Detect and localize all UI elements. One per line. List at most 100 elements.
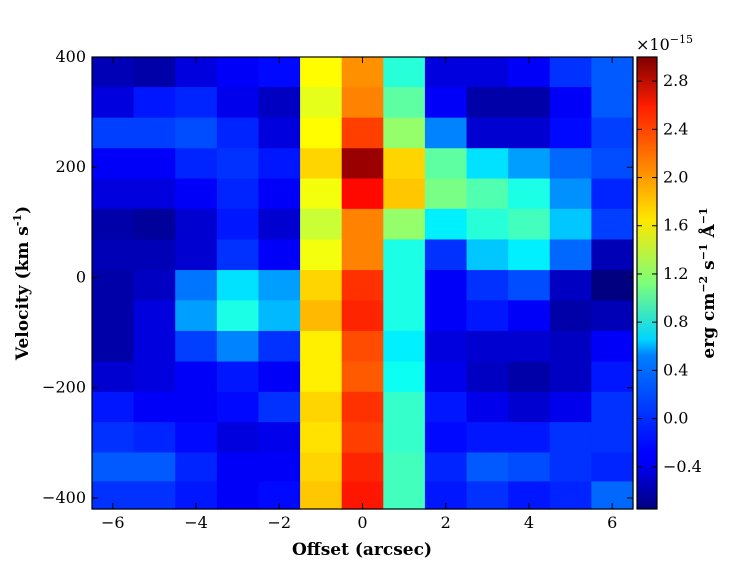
heatmap-cell	[383, 300, 426, 332]
x-tick-label: −4	[184, 513, 208, 532]
heatmap-cell	[591, 87, 634, 119]
heatmap-cell	[92, 148, 135, 180]
colorbar-offset-text: ×10−15	[636, 33, 693, 54]
heatmap-cell	[466, 148, 509, 180]
heatmap-cell	[216, 452, 260, 483]
colorbar-gradient	[636, 56, 658, 510]
heatmap-cell	[133, 300, 176, 332]
heatmap-cell	[133, 148, 176, 180]
heatmap-cell	[300, 270, 343, 301]
heatmap-cell	[92, 208, 135, 241]
colorbar-tick-label: 1.2	[663, 264, 688, 283]
heatmap-cell	[258, 361, 301, 393]
heatmap-cell	[383, 452, 426, 483]
heatmap-cell	[508, 422, 551, 454]
y-axis: 400 200 0 −200 −400	[42, 47, 633, 507]
heatmap-cell	[591, 117, 634, 149]
heatmap-cell	[300, 330, 343, 363]
heatmap-cell	[341, 452, 384, 483]
heatmap-cell	[175, 270, 218, 301]
heatmap-cell	[591, 330, 634, 363]
heatmap-cell	[549, 330, 592, 363]
colorbar-tick-label: 2.0	[663, 168, 688, 187]
x-axis: −6 −4 −2 0 2 4 6	[101, 57, 617, 532]
heatmap-cell	[258, 452, 301, 483]
heatmap-cell	[133, 422, 176, 454]
heatmap-cell	[258, 422, 301, 454]
heatmap-cell	[300, 452, 343, 483]
heatmap-cell	[341, 178, 384, 210]
heatmap-cell	[92, 117, 135, 149]
heatmap-cell	[591, 361, 634, 393]
heatmap-cell	[549, 300, 592, 332]
heatmap-cell	[216, 117, 260, 149]
heatmap-cell	[383, 57, 426, 88]
y-axis-title-close: )	[13, 206, 33, 214]
heatmap-cell	[549, 481, 592, 510]
heatmap-cell	[549, 391, 592, 423]
heatmap-cell	[300, 361, 343, 393]
heatmap-cell	[92, 239, 135, 271]
heatmap-cell	[424, 300, 468, 332]
heatmap-cell	[175, 361, 218, 393]
heatmap-cell	[175, 239, 218, 271]
heatmap-cell	[424, 422, 468, 454]
heatmap-cell	[341, 117, 384, 149]
heatmap-cell	[424, 270, 468, 301]
heatmap-cell	[549, 452, 592, 483]
x-tick-label: 2	[441, 513, 451, 532]
heatmap-cell	[216, 148, 260, 180]
colorbar-ticks: −0.4 0.0 0.4 0.8 1.2 1.6 2.0 2.4 2.8	[637, 71, 702, 476]
x-axis-title: Offset (arcsec)	[292, 540, 432, 560]
heatmap-cell	[175, 330, 218, 363]
heatmap-cell	[424, 148, 468, 180]
heatmap-cell	[508, 330, 551, 363]
heatmap-cell	[424, 361, 468, 393]
x-tick-label: 0	[357, 513, 367, 532]
heatmap-cell	[300, 208, 343, 241]
heatmap-cell	[341, 330, 384, 363]
heatmap-cell	[341, 270, 384, 301]
heatmap-cell	[424, 178, 468, 210]
heatmap-cell	[466, 178, 509, 210]
heatmap-cell	[216, 178, 260, 210]
heatmap-cell	[508, 87, 551, 119]
heatmap-cell	[133, 239, 176, 271]
colorbar: −0.4 0.0 0.4 0.8 1.2 1.6 2.0 2.4 2.8 ×10−15 erg …	[636, 33, 719, 510]
colorbar-title-sup1: −2	[697, 276, 710, 293]
heatmap-cell	[300, 422, 343, 454]
heatmap-cell	[591, 422, 634, 454]
y-axis-title-main: Velocity (km s	[13, 226, 33, 361]
heatmap-cell	[92, 300, 135, 332]
heatmap-cell	[549, 117, 592, 149]
colorbar-tick-label: −0.4	[663, 457, 702, 476]
heatmap-cell	[466, 208, 509, 241]
heatmap-cell	[133, 361, 176, 393]
heatmap-cell	[175, 452, 218, 483]
colorbar-tick-label: 0.8	[663, 312, 688, 331]
heatmap-cell	[508, 300, 551, 332]
heatmap-cell	[92, 87, 135, 119]
heatmap-cell	[216, 57, 260, 88]
heatmap-cell	[549, 208, 592, 241]
heatmap-cell	[383, 481, 426, 510]
heatmap-cell	[591, 239, 634, 271]
x-tick-label: −6	[101, 513, 125, 532]
y-tick-label: 400	[55, 47, 86, 66]
x-tick-label: 4	[524, 513, 534, 532]
y-tick-label: −400	[42, 488, 86, 507]
heatmap-cell	[258, 87, 301, 119]
heatmap-cell	[508, 208, 551, 241]
heatmap-cell	[466, 300, 509, 332]
heatmap-cell	[591, 178, 634, 210]
heatmap-cell	[92, 361, 135, 393]
heatmap-cell	[175, 178, 218, 210]
heatmap-cell	[92, 422, 135, 454]
heatmap-cell	[549, 422, 592, 454]
heatmap-cell	[466, 452, 509, 483]
heatmap-cell	[549, 148, 592, 180]
heatmap-cell	[92, 178, 135, 210]
x-tick-label: 6	[607, 513, 617, 532]
heatmap-cell	[466, 57, 509, 88]
heatmap-cell	[216, 270, 260, 301]
